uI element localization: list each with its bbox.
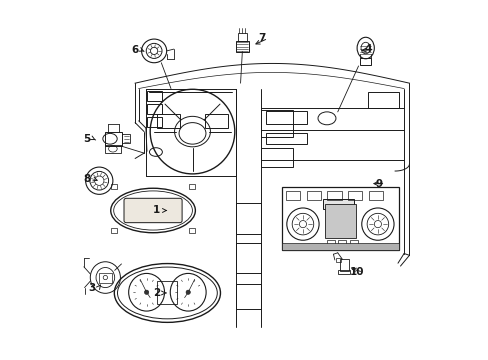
Bar <box>147 104 162 114</box>
Bar <box>347 191 362 200</box>
Bar <box>338 240 346 246</box>
FancyBboxPatch shape <box>124 198 182 223</box>
Text: 4: 4 <box>364 44 371 54</box>
Bar <box>99 273 112 283</box>
Bar <box>326 191 341 200</box>
Bar <box>235 243 260 273</box>
Bar <box>285 191 300 200</box>
Text: 3: 3 <box>88 283 96 293</box>
Bar <box>282 243 398 250</box>
Text: 9: 9 <box>375 179 382 189</box>
Bar <box>359 58 371 65</box>
Text: 2: 2 <box>153 288 160 298</box>
Bar <box>237 33 246 41</box>
Bar <box>235 203 260 234</box>
Bar <box>235 41 248 51</box>
Text: 1: 1 <box>153 206 160 216</box>
Bar <box>349 240 357 246</box>
Bar <box>157 281 177 305</box>
Bar <box>104 145 121 153</box>
Bar <box>110 184 117 189</box>
Ellipse shape <box>185 290 190 294</box>
Bar <box>339 259 348 271</box>
Bar <box>265 111 306 125</box>
Bar <box>265 133 306 144</box>
Bar <box>282 187 398 250</box>
Bar <box>147 91 162 101</box>
Bar <box>338 270 349 274</box>
Bar <box>323 199 353 209</box>
Bar <box>147 117 162 127</box>
Bar <box>325 204 355 238</box>
Bar <box>156 114 180 128</box>
Text: 5: 5 <box>83 134 90 144</box>
Text: 8: 8 <box>83 174 90 184</box>
Ellipse shape <box>144 290 148 294</box>
Bar <box>205 114 228 128</box>
Bar <box>235 284 260 309</box>
Bar <box>368 191 383 200</box>
Bar <box>336 258 341 262</box>
Bar <box>367 92 398 108</box>
Bar <box>260 148 292 167</box>
Text: 10: 10 <box>349 267 363 277</box>
Bar <box>306 191 320 200</box>
Bar <box>326 240 334 246</box>
Text: 6: 6 <box>131 45 139 55</box>
Text: 7: 7 <box>258 33 265 43</box>
Bar <box>110 228 117 233</box>
Bar <box>260 110 292 137</box>
Bar <box>188 228 195 233</box>
Bar <box>188 184 195 189</box>
Bar <box>104 132 122 146</box>
Bar <box>122 134 129 143</box>
